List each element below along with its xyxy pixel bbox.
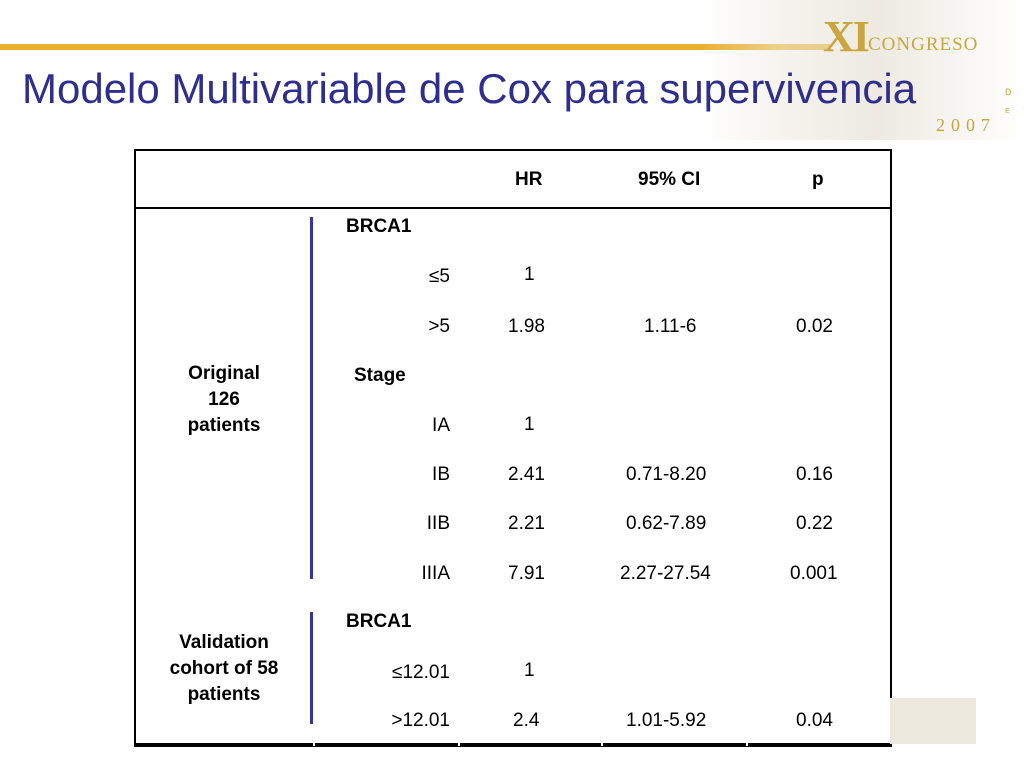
- cox-model-table: HR 95% CI p Original 126 patients Valida…: [134, 149, 892, 747]
- column-gap: [458, 743, 460, 746]
- group-divider-original: [310, 217, 313, 579]
- group-label-line: Validation: [179, 632, 269, 653]
- row-p: 0.02: [796, 316, 833, 337]
- row-variable: IIIA: [421, 563, 450, 584]
- row-variable: >5: [428, 316, 450, 337]
- congress-logo: [700, 0, 1024, 140]
- group-divider-validation: [310, 612, 313, 724]
- column-gap: [313, 743, 315, 746]
- logo-small-text-2: E: [1005, 108, 1010, 115]
- group-label-line: cohort of 58: [169, 658, 279, 679]
- header-hr: HR: [515, 169, 543, 190]
- section-label-brca1-validation: BRCA1: [346, 611, 412, 632]
- logo-numeral: XI: [823, 12, 870, 61]
- row-hr: 2.41: [508, 464, 545, 485]
- row-variable: IB: [432, 464, 450, 485]
- logo-word: CONGRESO: [868, 34, 979, 55]
- slide-title: Modelo Multivariable de Cox para supervi…: [22, 65, 917, 112]
- header-accent-bar: [0, 44, 830, 50]
- row-ci: 1.01-5.92: [626, 710, 707, 731]
- row-variable: >12.01: [391, 710, 450, 731]
- row-variable: ≤12.01: [392, 662, 450, 683]
- group-label-line: patients: [187, 684, 261, 705]
- row-p: 0.04: [796, 710, 833, 731]
- column-gap: [746, 743, 748, 746]
- row-ci: 0.62-7.89: [626, 513, 707, 534]
- logo-year: 2007: [936, 115, 996, 135]
- header-ci: 95% CI: [638, 169, 701, 190]
- row-ci: 2.27-27.54: [620, 563, 711, 584]
- section-label-brca1: BRCA1: [346, 216, 412, 237]
- group-label-original: Original 126 patients: [139, 361, 309, 439]
- row-hr: 1.98: [508, 316, 545, 337]
- group-label-line: Original: [188, 363, 260, 384]
- row-p: 0.22: [796, 513, 833, 534]
- row-hr: 1: [524, 660, 535, 681]
- row-hr: 7.91: [508, 563, 545, 584]
- header-separator: [136, 207, 890, 209]
- group-label-validation: Validation cohort of 58 patients: [139, 630, 309, 708]
- row-hr: 1: [524, 414, 535, 435]
- group-label-line: 126: [208, 389, 240, 410]
- row-hr: 2.4: [513, 710, 540, 731]
- row-ci: 1.11-6: [644, 316, 697, 337]
- seom-logo: [890, 698, 976, 744]
- row-hr: 1: [524, 264, 535, 285]
- header-p: p: [812, 169, 824, 190]
- row-variable: IIB: [426, 513, 450, 534]
- group-label-line: patients: [187, 415, 261, 436]
- row-p: 0.16: [796, 464, 833, 485]
- table-bottom-rule: [134, 743, 892, 746]
- row-p: 0.001: [790, 563, 838, 584]
- row-hr: 2.21: [508, 513, 545, 534]
- row-variable: ≤5: [429, 266, 450, 287]
- section-label-stage: Stage: [354, 365, 406, 386]
- logo-small-text: D: [1005, 87, 1012, 97]
- column-gap: [601, 743, 603, 746]
- row-ci: 0.71-8.20: [626, 464, 707, 485]
- row-variable: IA: [432, 415, 450, 436]
